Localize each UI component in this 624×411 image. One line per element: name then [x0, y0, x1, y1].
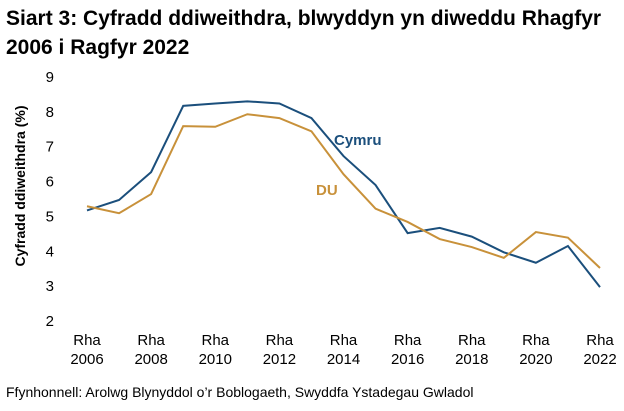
y-tick-label: 8	[46, 104, 54, 121]
series-line	[86, 113, 601, 269]
chart-title: Siart 3: Cyfradd ddiweithdra, blwyddyn y…	[6, 7, 602, 59]
series-line	[86, 100, 601, 288]
y-tick-label: 2	[46, 313, 54, 330]
x-tick-label: Rha 2010	[198, 332, 232, 368]
x-tick-label: Rha 2018	[455, 332, 489, 368]
y-tick-label: 3	[46, 278, 54, 295]
x-tick-label: Rha 2006	[70, 332, 104, 368]
x-tick-label: Rha 2020	[519, 332, 553, 368]
y-tick-label: 4	[46, 243, 54, 260]
y-tick-label: 6	[46, 174, 54, 191]
x-tick-label: Rha 2012	[262, 332, 297, 368]
y-tick-label: 9	[46, 69, 54, 86]
y-tick-label: 5	[46, 208, 54, 225]
x-tick-label: Rha 2008	[134, 332, 168, 368]
x-tick-label: Rha 2022	[583, 332, 617, 368]
x-tick-label: Rha 2016	[390, 332, 425, 368]
source-note: Ffynhonnell: Arolwg Blynyddol o’r Boblog…	[6, 384, 474, 400]
x-tick-label: Rha 2014	[326, 332, 361, 368]
y-tick-label: 7	[46, 139, 54, 156]
series-label: Cymru	[334, 132, 382, 149]
series-label: DU	[316, 182, 338, 199]
